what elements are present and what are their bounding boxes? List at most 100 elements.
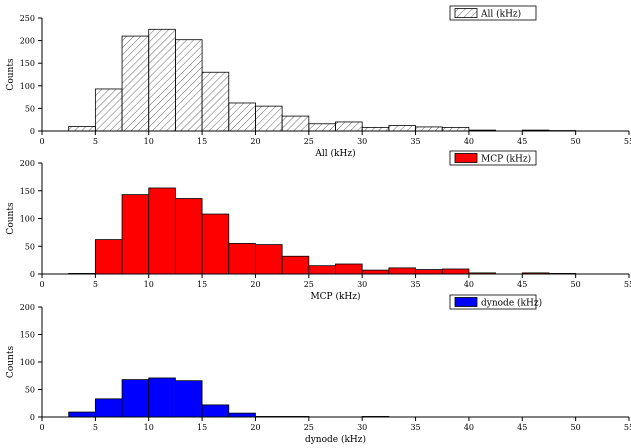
mcp-y-tick-label: 100: [20, 215, 35, 224]
all-x-tick-label: 20: [250, 137, 260, 146]
dynode-bar: [201, 404, 230, 418]
all-bar: [121, 35, 150, 132]
mcp-y-tick-label: 150: [20, 187, 35, 196]
all-bar: [281, 115, 310, 132]
mcp-bar: [228, 243, 256, 275]
all-y-tick-label: 50: [25, 104, 35, 113]
dynode-x-tick-label: 35: [410, 423, 420, 432]
dynode-y-tick-label: 200: [20, 303, 35, 312]
dynode-bar: [228, 412, 256, 418]
dynode-bar: [94, 398, 123, 418]
mcp-x-tick-label: 0: [39, 280, 44, 289]
mcp-x-tick-label: 45: [517, 280, 527, 289]
dynode-legend-swatch: [454, 297, 478, 307]
mcp-bar: [388, 267, 416, 275]
dynode-x-tick-label: 40: [464, 423, 474, 432]
mcp-bar: [281, 255, 310, 275]
all-x-tick-label: 10: [144, 137, 154, 146]
all-bar: [441, 126, 470, 132]
all-bar: [175, 39, 203, 132]
mcp-x-tick-label: 35: [410, 280, 420, 289]
mcp-y-tick-label: 200: [20, 159, 35, 168]
mcp-bar: [441, 268, 470, 275]
dynode-bar: [121, 379, 150, 418]
mcp-bar: [121, 194, 150, 275]
all-x-tick-label: 40: [464, 137, 474, 146]
dynode-legend-label: dynode (kHz): [481, 298, 542, 309]
mcp-legend-label: MCP (kHz): [481, 154, 531, 165]
all-bar: [361, 126, 390, 132]
mcp-x-tick-label: 20: [250, 280, 260, 289]
mcp-bar: [415, 269, 443, 275]
mcp-bar: [175, 198, 203, 275]
all-legend: All (kHz): [449, 5, 537, 21]
all-bar: [94, 88, 123, 132]
all-x-tick-label: 55: [624, 137, 631, 146]
mcp-x-tick-label: 15: [197, 280, 207, 289]
mcp-histogram: 0 5 10 15 20 25 30 35 40 45 50 55 0 50 100 150 200 MCP (k…: [6, 150, 631, 302]
dynode-x-tick-label: 20: [250, 423, 260, 432]
dynode-y-tick-label: 0: [30, 413, 35, 422]
mcp-x-tick-label: 25: [304, 280, 314, 289]
all-y-tick-label: 100: [20, 82, 35, 91]
all-y-axis-label: Counts: [6, 58, 16, 91]
dynode-legend: dynode (kHz): [449, 294, 542, 310]
mcp-y-tick-label: 0: [30, 270, 35, 279]
all-histogram: 0 5 10 15 20 25 30 35 40 45 50 55 0 50 100 150 200 250 All…: [6, 5, 631, 159]
mcp-legend-swatch: [454, 153, 478, 163]
all-bar: [68, 126, 96, 132]
mcp-bar: [255, 244, 283, 275]
all-bar: [415, 126, 443, 132]
dynode-x-tick-label: 0: [39, 423, 44, 432]
dynode-histogram: 0 5 10 15 20 25 30 35 40 45 50 55 0 50 100 150 200 dynode…: [6, 294, 631, 445]
all-x-tick-label: 45: [517, 137, 527, 146]
dynode-x-axis-label: dynode (kHz): [305, 434, 366, 445]
all-y-tick-label: 150: [20, 59, 35, 68]
mcp-x-axis-label: MCP (kHz): [310, 291, 360, 302]
dynode-y-tick-label: 150: [20, 331, 35, 340]
all-legend-swatch: [454, 8, 478, 18]
all-x-tick-label: 15: [197, 137, 207, 146]
dynode-x-tick-label: 50: [571, 423, 581, 432]
all-x-tick-label: 50: [571, 137, 581, 146]
all-x-tick-label: 35: [410, 137, 420, 146]
mcp-bar: [148, 187, 176, 275]
mcp-bar: [94, 239, 123, 275]
dynode-x-tick-label: 10: [144, 423, 154, 432]
mcp-y-tick-label: 50: [25, 242, 35, 251]
all-y-tick-label: 200: [20, 37, 35, 46]
dynode-bar: [68, 411, 96, 418]
mcp-bar: [335, 263, 363, 275]
all-x-tick-label: 30: [357, 137, 367, 146]
dynode-x-tick-label: 45: [517, 423, 527, 432]
mcp-x-tick-label: 55: [624, 280, 631, 289]
all-x-tick-label: 0: [39, 137, 44, 146]
dynode-y-tick-label: 100: [20, 358, 35, 367]
all-bar: [388, 125, 416, 132]
all-x-axis-label: All (kHz): [314, 148, 355, 159]
dynode-x-tick-label: 25: [304, 423, 314, 432]
dynode-bar: [175, 380, 203, 418]
all-legend-label: All (kHz): [480, 9, 521, 20]
dynode-x-tick-label: 5: [93, 423, 98, 432]
mcp-bar: [201, 213, 230, 275]
dynode-x-tick-label: 30: [357, 423, 367, 432]
mcp-y-axis-label: Counts: [6, 202, 16, 235]
all-bar: [228, 102, 256, 132]
mcp-legend: MCP (kHz): [449, 150, 537, 166]
all-y-tick-label: 0: [30, 127, 35, 136]
dynode-x-tick-label: 55: [624, 423, 631, 432]
all-bar: [148, 28, 176, 132]
mcp-x-tick-label: 5: [93, 280, 98, 289]
all-bar: [308, 123, 336, 132]
all-x-tick-label: 25: [304, 137, 314, 146]
dynode-x-tick-label: 15: [197, 423, 207, 432]
all-x-tick-label: 5: [93, 137, 98, 146]
all-bar: [255, 105, 283, 132]
all-y-tick-label: 250: [20, 14, 35, 23]
all-bar: [335, 121, 363, 132]
mcp-x-tick-label: 50: [571, 280, 581, 289]
dynode-y-axis-label: Counts: [6, 346, 16, 379]
mcp-x-tick-label: 30: [357, 280, 367, 289]
